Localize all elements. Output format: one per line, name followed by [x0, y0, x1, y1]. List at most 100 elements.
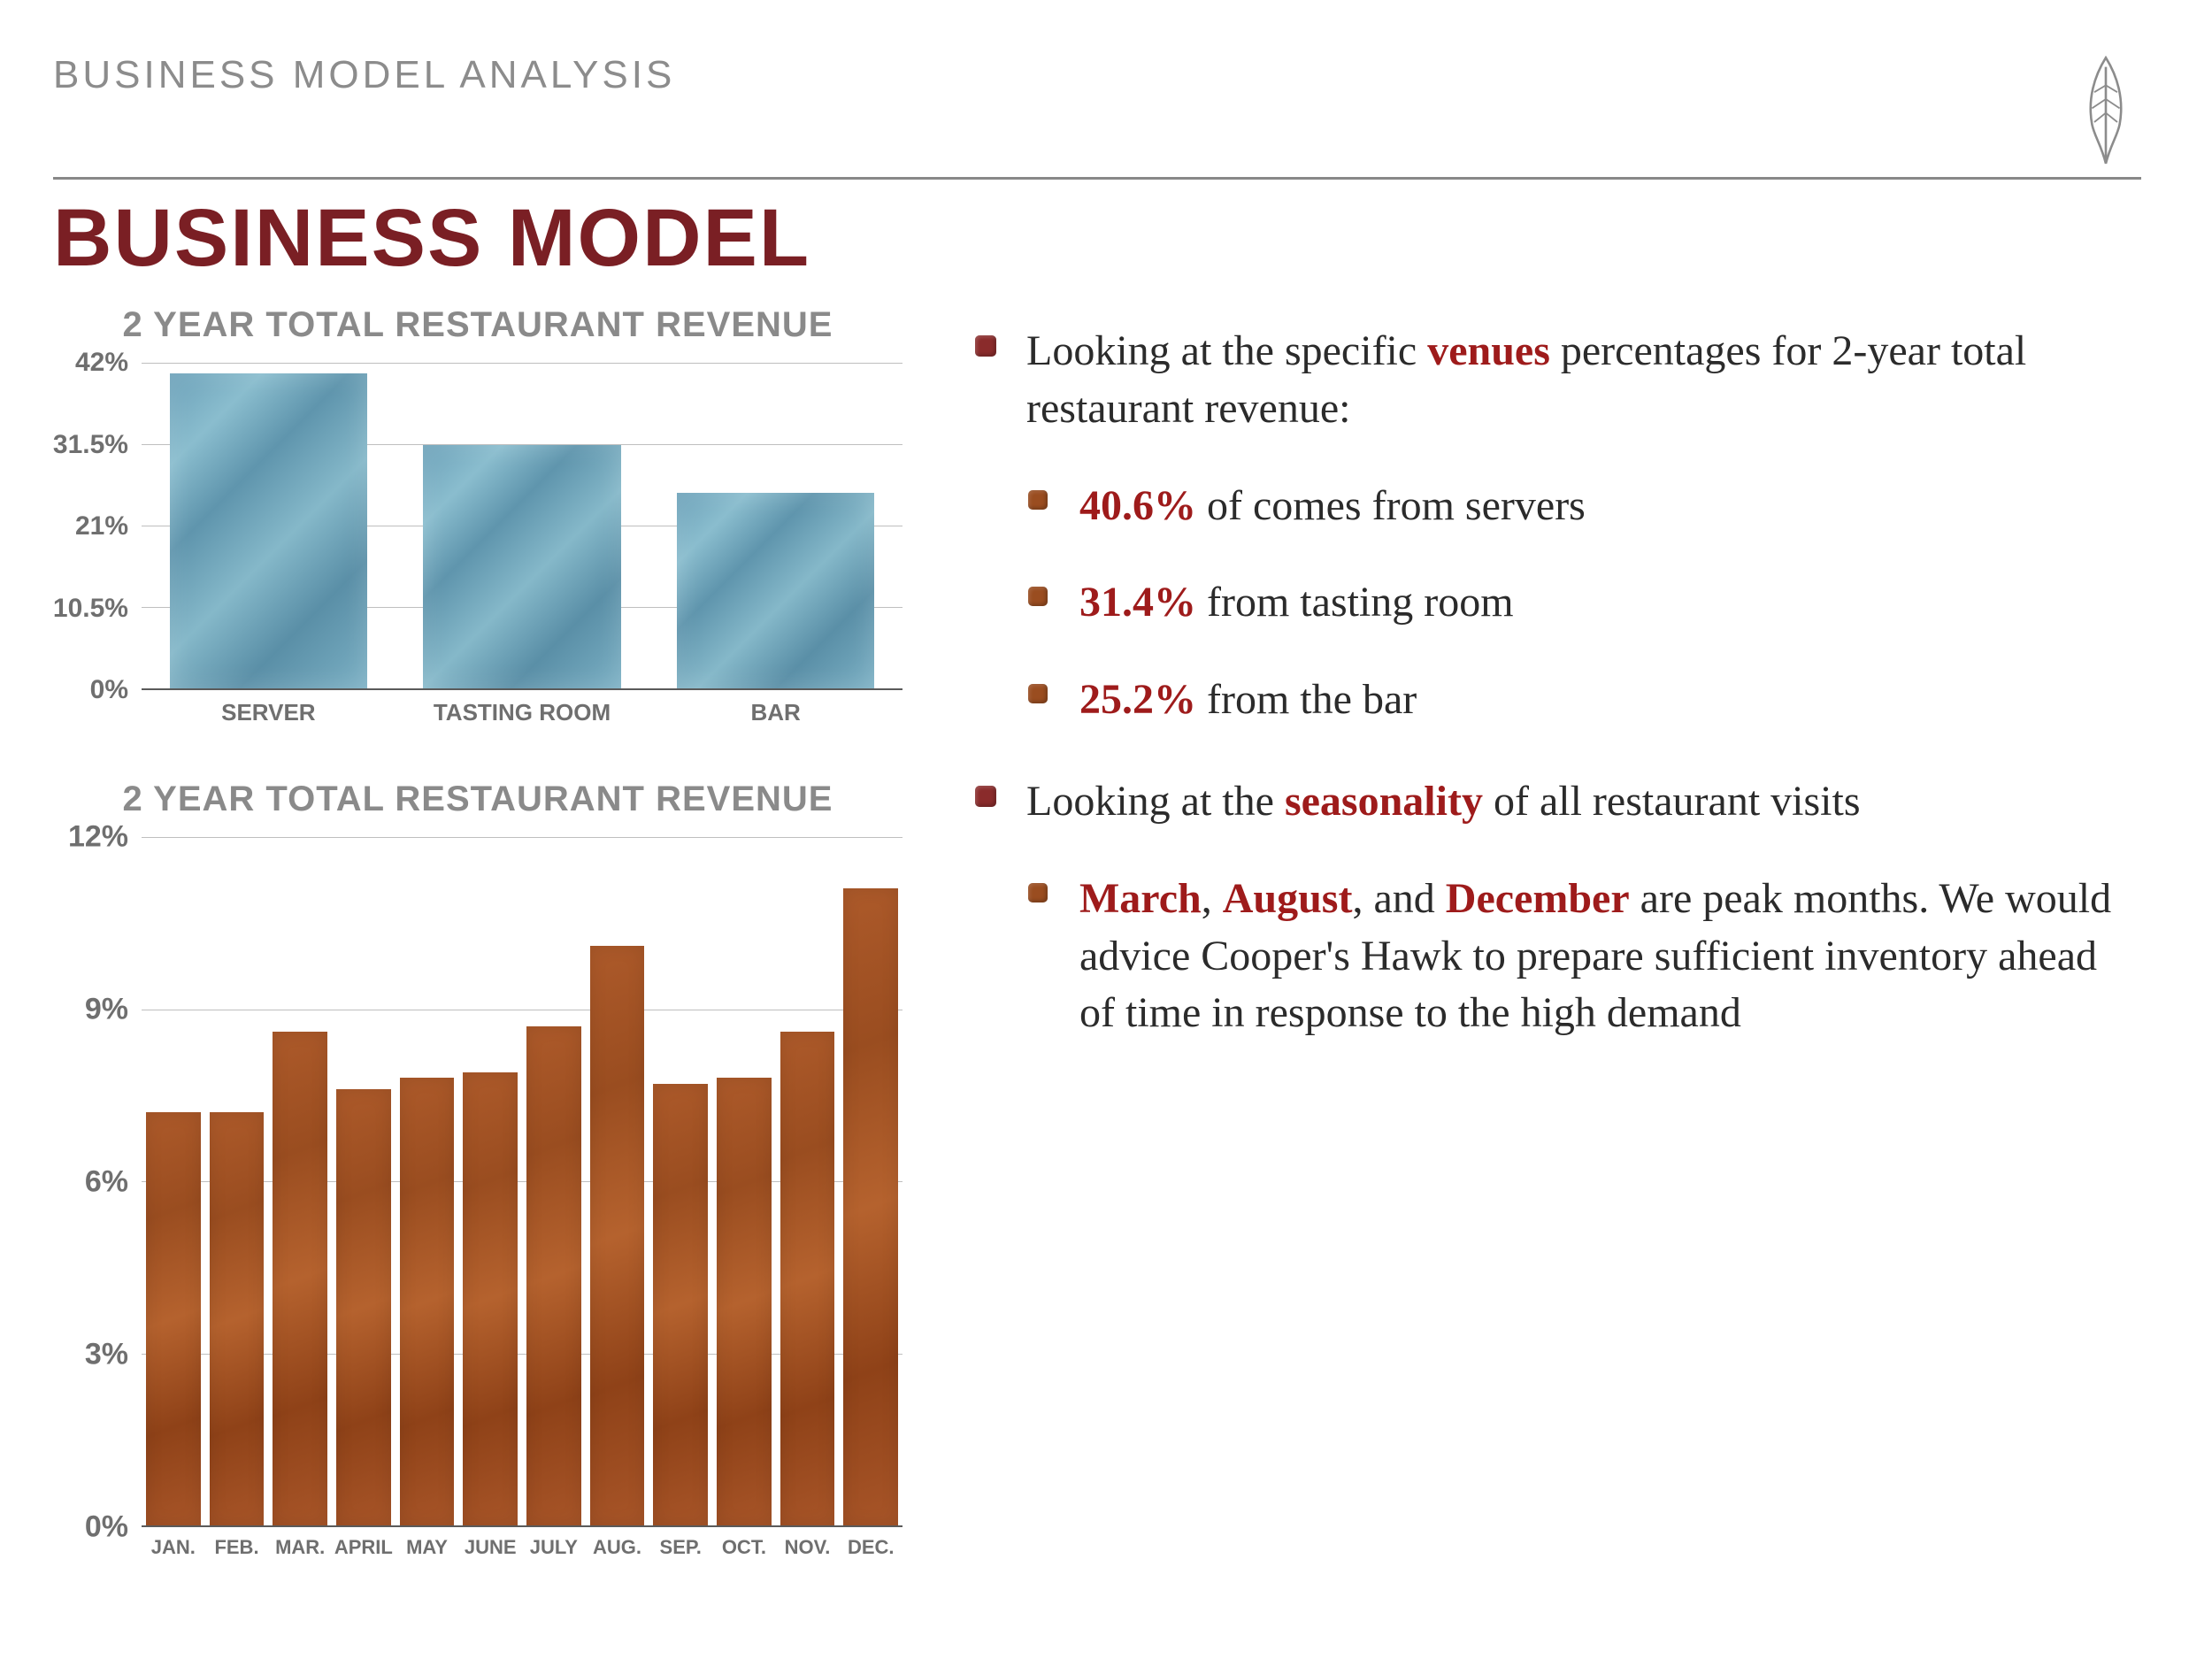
ytick-label: 12%: [68, 820, 128, 855]
text-run: from tasting room: [1196, 579, 1514, 626]
bar: [717, 1078, 772, 1525]
xlabel: BAR: [649, 699, 902, 726]
bullet-item: Looking at the seasonality of all restau…: [973, 773, 2141, 1042]
xlabel: MAY: [396, 1536, 459, 1559]
monthly-revenue-chart: 2 YEAR TOTAL RESTAURANT REVENUE 0% 3% 6% 9%…: [53, 780, 902, 1559]
bar: [653, 1084, 708, 1525]
bar-slot: [649, 837, 712, 1525]
kicker: BUSINESS MODEL ANALYSIS: [53, 53, 675, 97]
bar-slot: [458, 837, 522, 1525]
bar-slot: [839, 837, 902, 1525]
text-run: from the bar: [1196, 676, 1417, 723]
xlabel: FEB.: [205, 1536, 269, 1559]
sub-bullet-list: March, August, and December are peak mon…: [1026, 871, 2141, 1042]
ytick-label: 6%: [85, 1165, 128, 1200]
bar-slot: [522, 837, 586, 1525]
xlabel: SEP.: [649, 1536, 712, 1559]
sub-bullet-item: 31.4% from tasting room: [1026, 574, 2141, 632]
xlabel: MAR.: [268, 1536, 332, 1559]
text-run: 40.6%: [1079, 482, 1196, 529]
chart2-title: 2 YEAR TOTAL RESTAURANT REVENUE: [53, 780, 902, 819]
text-run: 25.2%: [1079, 676, 1196, 723]
xlabel: SERVER: [142, 699, 396, 726]
sub-bullet-item: 25.2% from the bar: [1026, 672, 2141, 729]
text-column: Looking at the specific venues percentag…: [973, 288, 2141, 1559]
xlabel: NOV.: [776, 1536, 840, 1559]
text-run: December: [1446, 875, 1630, 922]
ytick-label: 0%: [85, 1510, 128, 1545]
xlabel: TASTING ROOM: [396, 699, 649, 726]
bar-slot: [142, 363, 396, 688]
bar: [423, 445, 621, 688]
bar: [170, 373, 368, 688]
chart1-yaxis: 0%10.5%21%31.5%42%: [53, 363, 137, 690]
chart1-title: 2 YEAR TOTAL RESTAURANT REVENUE: [53, 305, 902, 345]
bar-slot: [712, 837, 776, 1525]
bar: [400, 1078, 455, 1525]
bar: [780, 1032, 835, 1525]
bar-slot: [396, 363, 649, 688]
ytick-label: 21%: [75, 511, 128, 541]
xlabel: AUG.: [586, 1536, 649, 1559]
chart2-area: [142, 837, 902, 1527]
text-run: ,: [1202, 875, 1223, 922]
ytick-label: 31.5%: [53, 430, 128, 460]
text-run: Looking at the specific: [1026, 327, 1427, 374]
bullet-list: Looking at the specific venues percentag…: [973, 323, 2141, 1042]
text-run: Looking at the: [1026, 778, 1285, 825]
xlabel: JUNE: [458, 1536, 522, 1559]
bar: [526, 1026, 581, 1525]
bar-slot: [332, 837, 396, 1525]
charts-column: 2 YEAR TOTAL RESTAURANT REVENUE 0% 10.5% 2…: [53, 288, 902, 1559]
xlabel: JULY: [522, 1536, 586, 1559]
header: BUSINESS MODEL ANALYSIS: [53, 53, 2141, 180]
ytick-label: 10.5%: [53, 594, 128, 624]
chart2-plot: 0%3%6%9%12%: [53, 837, 902, 1527]
xlabel: APRIL: [332, 1536, 396, 1559]
chart1-bars: [142, 363, 902, 688]
ytick-label: 42%: [75, 348, 128, 378]
chart2-bars: [142, 837, 902, 1525]
bar: [590, 946, 645, 1525]
text-run: March: [1079, 875, 1202, 922]
bar: [146, 1112, 201, 1525]
feather-logo-icon: [2070, 53, 2141, 168]
ytick-label: 0%: [90, 675, 128, 705]
xlabel: JAN.: [142, 1536, 205, 1559]
bullet-item: Looking at the specific venues percentag…: [973, 323, 2141, 729]
bar-slot: [586, 837, 649, 1525]
ytick-label: 9%: [85, 993, 128, 1027]
venue-revenue-chart: 2 YEAR TOTAL RESTAURANT REVENUE 0% 10.5% 2…: [53, 305, 902, 726]
ytick-label: 3%: [85, 1338, 128, 1372]
bar: [210, 1112, 265, 1525]
bar-slot: [396, 837, 459, 1525]
xlabel: DEC.: [839, 1536, 902, 1559]
text-run: 31.4%: [1079, 579, 1196, 626]
bar-slot: [776, 837, 840, 1525]
bar-slot: [142, 837, 205, 1525]
page-title: BUSINESS MODEL: [53, 197, 2141, 279]
bar: [273, 1032, 327, 1525]
chart2-xaxis: JAN.FEB.MAR.APRILMAYJUNEJULYAUG.SEP.OCT.…: [142, 1536, 902, 1559]
text-run: , and: [1352, 875, 1445, 922]
bar-slot: [268, 837, 332, 1525]
text-run: of all restaurant visits: [1483, 778, 1861, 825]
bar: [843, 888, 898, 1525]
chart2-yaxis: 0%3%6%9%12%: [53, 837, 137, 1527]
text-run: of comes from servers: [1196, 482, 1586, 529]
text-run: August: [1223, 875, 1353, 922]
sub-bullet-item: March, August, and December are peak mon…: [1026, 871, 2141, 1042]
main-content: 2 YEAR TOTAL RESTAURANT REVENUE 0% 10.5% 2…: [53, 288, 2141, 1559]
chart1-area: [142, 363, 902, 690]
chart1-plot: 0%10.5%21%31.5%42%: [53, 363, 902, 690]
chart1-xaxis: SERVERTASTING ROOMBAR: [142, 699, 902, 726]
bar: [463, 1072, 518, 1525]
text-run: seasonality: [1285, 778, 1483, 825]
bar-slot: [205, 837, 269, 1525]
text-run: venues: [1427, 327, 1550, 374]
xlabel: OCT.: [712, 1536, 776, 1559]
bar: [677, 493, 875, 688]
sub-bullet-item: 40.6% of comes from servers: [1026, 478, 2141, 535]
bar-slot: [649, 363, 902, 688]
sub-bullet-list: 40.6% of comes from servers 31.4% from ta…: [1026, 478, 2141, 729]
